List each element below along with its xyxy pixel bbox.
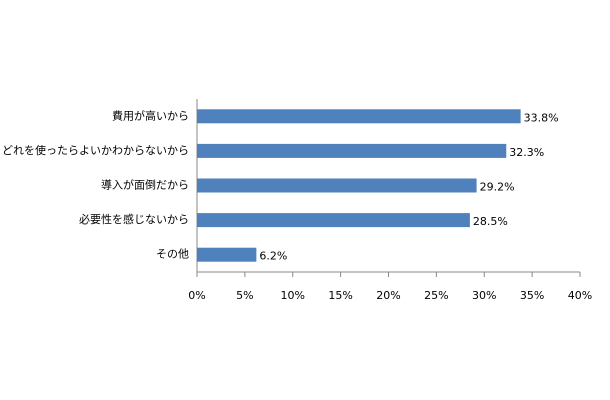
bar xyxy=(197,143,507,158)
x-tick-label: 15% xyxy=(328,289,352,302)
y-tick-label: 必要性を感じないから xyxy=(79,212,189,226)
x-tick-label: 35% xyxy=(520,289,544,302)
x-tick-label: 40% xyxy=(568,289,592,302)
x-tick-label: 0% xyxy=(188,289,205,302)
value-label: 28.5% xyxy=(473,215,508,228)
bar xyxy=(197,247,257,262)
x-tick-label: 10% xyxy=(281,289,305,302)
y-tick-label: 費用が高いから xyxy=(112,108,189,122)
value-label: 6.2% xyxy=(259,250,287,263)
y-tick-label: 導入が面倒だから xyxy=(101,178,189,192)
value-label: 33.8% xyxy=(524,111,559,124)
x-tick-label: 25% xyxy=(424,289,448,302)
y-tick-label: どれを使ったらよいかわからないから xyxy=(2,144,189,157)
x-tick-label: 20% xyxy=(376,289,400,302)
y-tick-label: その他 xyxy=(156,248,189,261)
x-tick-label: 5% xyxy=(236,289,253,302)
bar xyxy=(197,109,521,124)
value-label: 29.2% xyxy=(480,181,515,194)
bar xyxy=(197,213,470,228)
x-tick-label: 30% xyxy=(472,289,496,302)
value-label: 32.3% xyxy=(509,146,544,159)
bar xyxy=(197,178,477,193)
